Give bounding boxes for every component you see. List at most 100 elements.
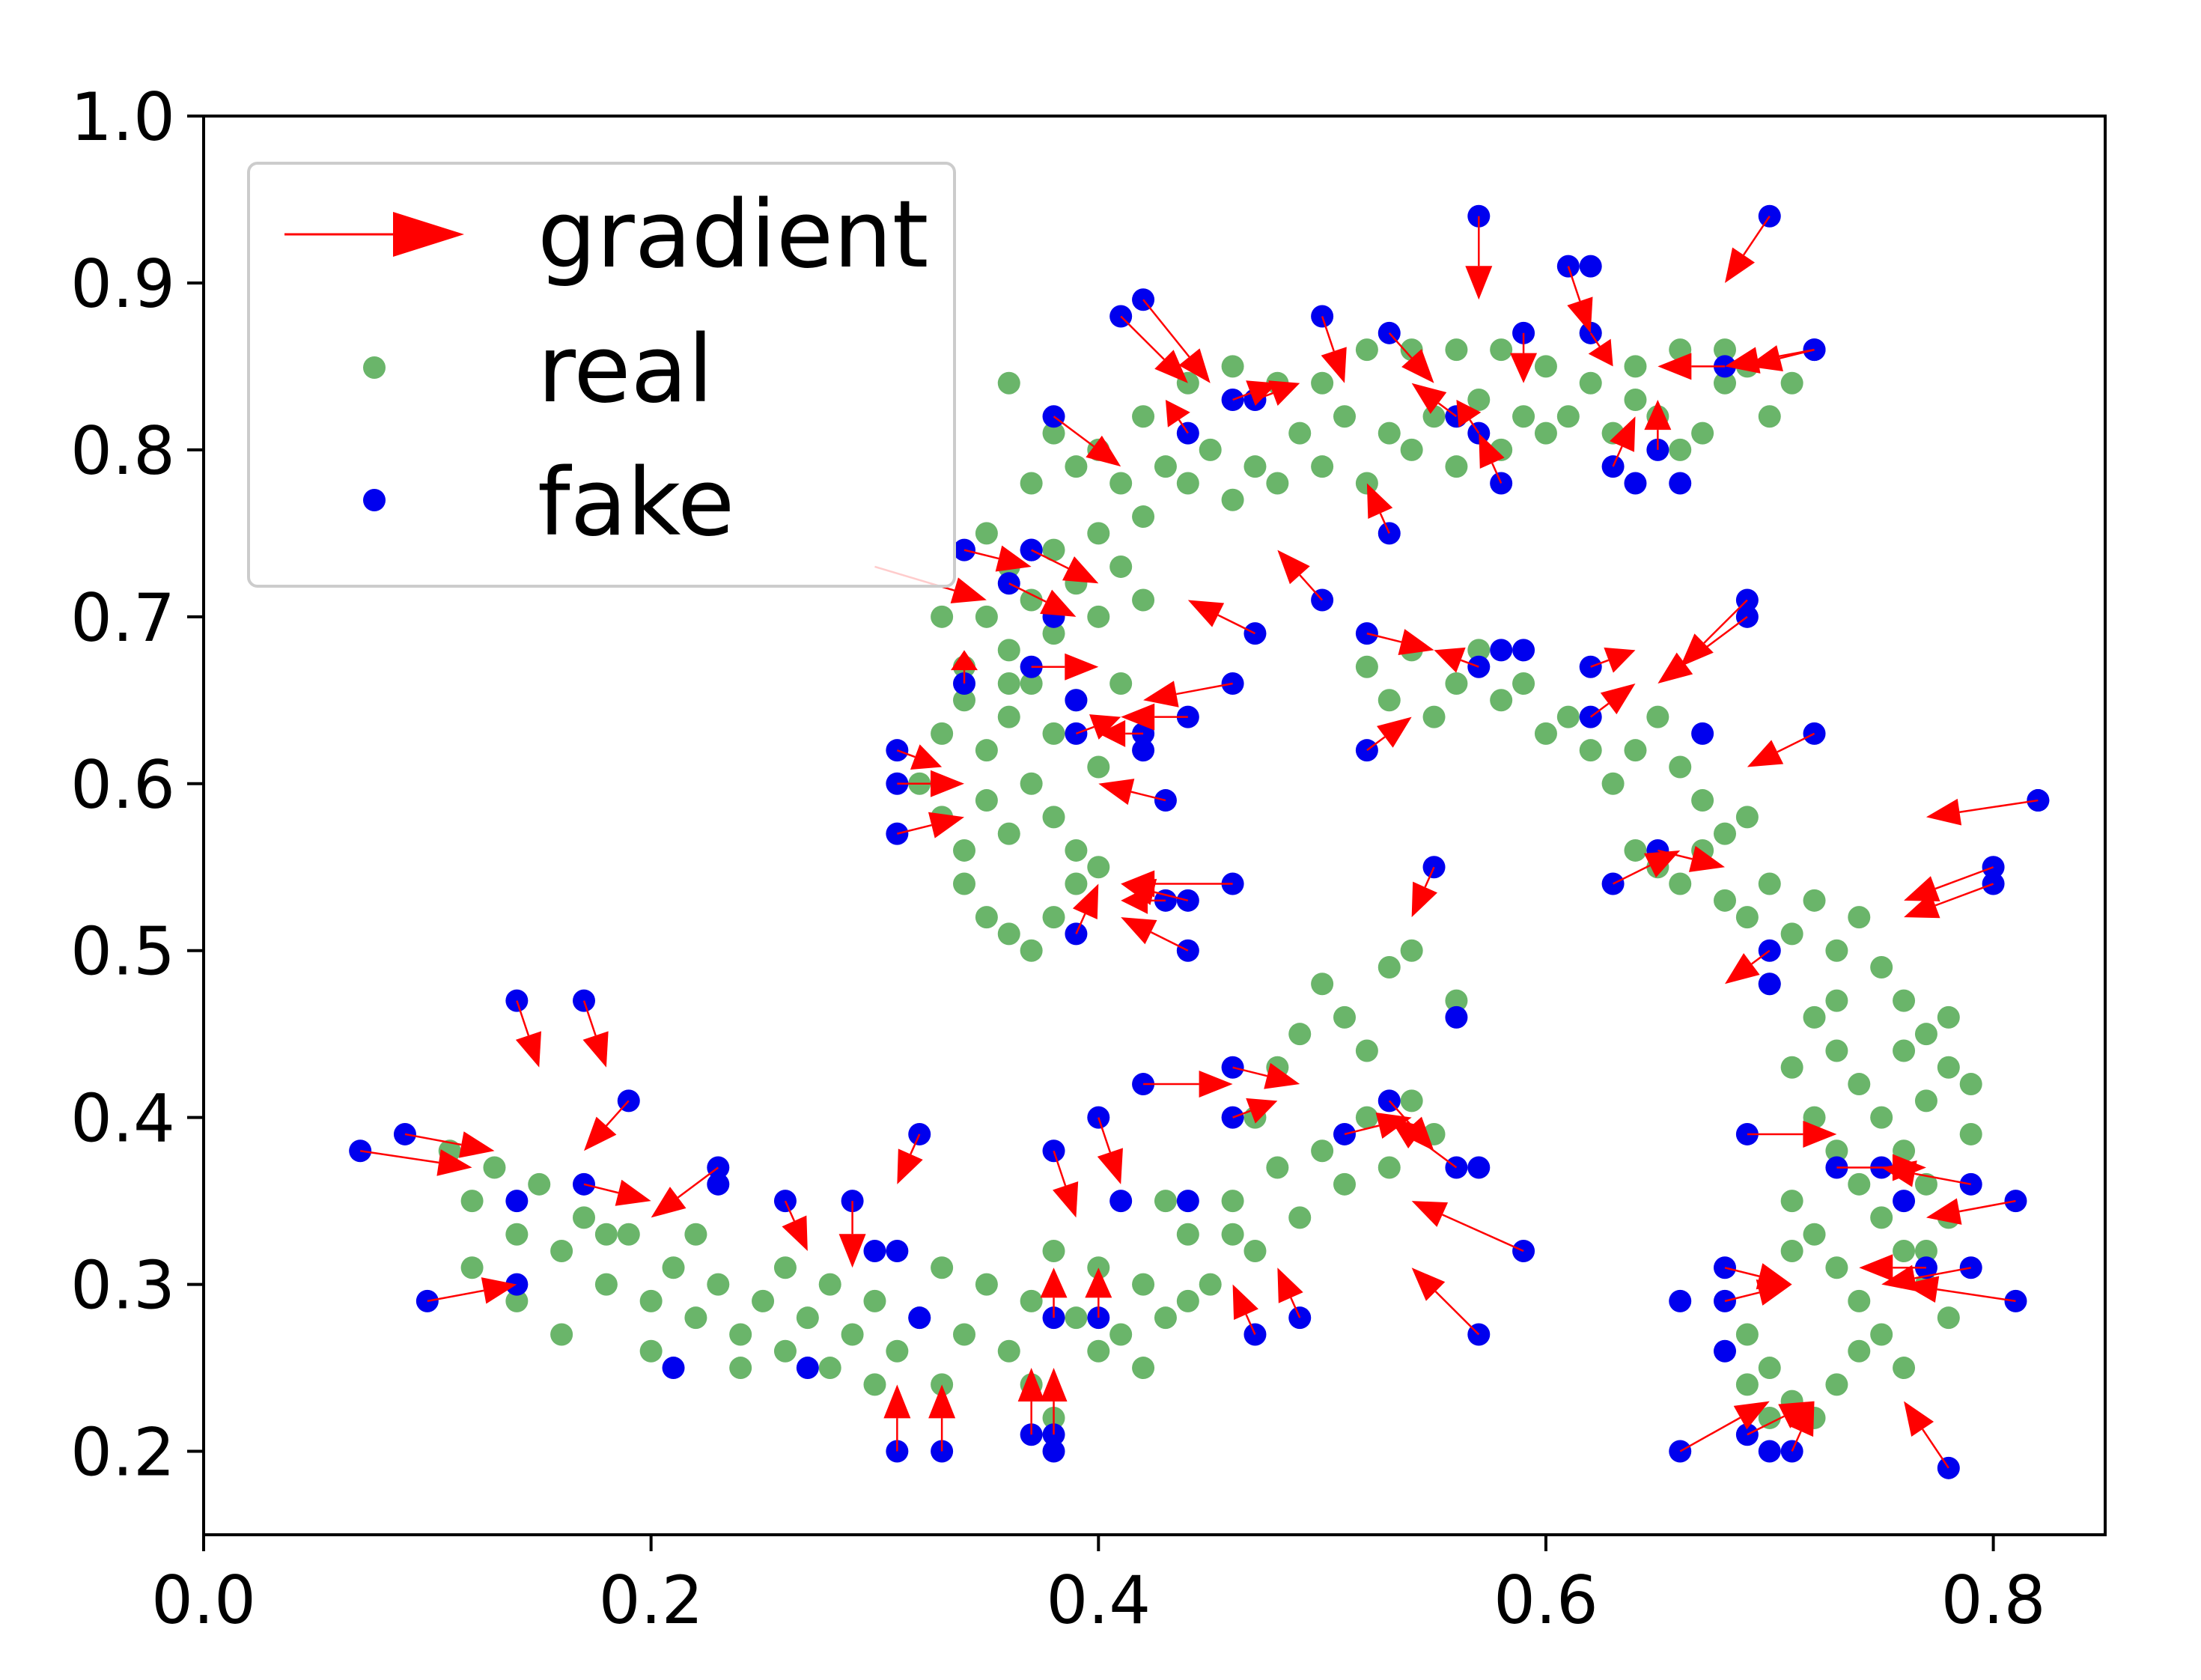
- real-point: [1042, 722, 1065, 745]
- real-point: [1154, 1190, 1177, 1213]
- real-point: [997, 672, 1020, 695]
- fake-point: [1512, 639, 1535, 662]
- gradient-arrow-head: [1366, 483, 1393, 519]
- gradient-arrow-head: [1246, 380, 1278, 406]
- real-point: [1669, 755, 1692, 779]
- gradient-arrow-shaft: [1460, 659, 1479, 668]
- real-point: [1914, 1089, 1937, 1113]
- real-point: [886, 1339, 909, 1363]
- real-point: [1803, 1005, 1826, 1029]
- gradient-arrow-shaft: [1959, 799, 2039, 813]
- gradient-arrow: [1588, 332, 1613, 367]
- gradient-arrow: [1232, 1062, 1300, 1089]
- real-point: [1221, 488, 1244, 511]
- gradient-arrow-head: [1040, 589, 1077, 617]
- gradient-arrow-shaft: [1176, 682, 1233, 696]
- gradient-arrow: [1904, 1401, 1949, 1469]
- gradient-arrow: [1926, 1198, 2016, 1225]
- real-point: [684, 1306, 707, 1330]
- real-point: [1624, 739, 1647, 762]
- gradient-arrow-shaft: [1321, 316, 1335, 352]
- gradient-arrow-shaft: [677, 1166, 719, 1199]
- y-tick-label: 0.3: [70, 1247, 175, 1324]
- real-point: [1445, 989, 1468, 1012]
- real-point: [1087, 1339, 1110, 1363]
- real-point: [931, 722, 954, 745]
- gradient-arrow: [1187, 600, 1256, 635]
- fake-point: [707, 1172, 730, 1196]
- gradient-arrow: [1389, 1117, 1458, 1169]
- real-point: [1848, 1339, 1871, 1363]
- gradient-arrow-shaft: [1934, 866, 1994, 890]
- real-point: [1042, 421, 1065, 445]
- x-tick-label: 0.2: [599, 1562, 704, 1639]
- gradient-arrow: [951, 650, 978, 684]
- real-point: [1042, 906, 1065, 929]
- gradient-arrow: [1456, 400, 1482, 434]
- gradient-arrow: [897, 770, 964, 797]
- real-point: [1176, 1289, 1199, 1312]
- gradient-arrow-head: [1904, 1401, 1934, 1437]
- fake-point: [1758, 1440, 1781, 1463]
- real-point: [1311, 371, 1334, 395]
- real-point: [1467, 389, 1491, 411]
- gradient-arrow: [1411, 383, 1458, 418]
- real-point: [1020, 588, 1043, 612]
- real-point: [1870, 1206, 1893, 1229]
- real-point: [1132, 405, 1155, 428]
- real-point: [1400, 939, 1423, 962]
- real-point: [1020, 772, 1043, 795]
- gradient-arrow-shaft: [1590, 659, 1610, 668]
- gradient-arrow: [1344, 1113, 1412, 1139]
- gradient-arrow-shaft: [963, 549, 999, 560]
- real-point: [1825, 1256, 1848, 1279]
- gradient-arrow-head: [1747, 345, 1783, 372]
- gradient-arrow: [897, 812, 964, 839]
- real-point: [841, 1323, 864, 1346]
- real-point: [1556, 405, 1580, 428]
- gradient-arrow-head: [950, 577, 987, 603]
- gradient-arrow-head: [1688, 845, 1725, 872]
- gradient-arrow: [1725, 216, 1771, 283]
- gradient-arrow-shaft: [1232, 1066, 1267, 1077]
- real-point: [1870, 956, 1893, 979]
- gradient-arrow-shaft: [606, 1100, 630, 1127]
- legend-label-fake: fake: [538, 449, 734, 557]
- gradient-arrow-head: [1411, 383, 1447, 414]
- real-point: [1669, 438, 1692, 461]
- real-point: [1065, 872, 1088, 895]
- gradient-arrow-head: [481, 1277, 517, 1304]
- real-point: [1288, 421, 1312, 445]
- real-point: [1355, 338, 1378, 362]
- real-point: [796, 1306, 819, 1330]
- real-point: [1893, 1240, 1916, 1262]
- real-point: [1377, 421, 1401, 445]
- real-point: [1109, 672, 1133, 695]
- gradient-arrow: [1613, 850, 1681, 885]
- real-point: [684, 1223, 707, 1246]
- gradient-arrow-head: [436, 1149, 472, 1176]
- gradient-arrow: [1143, 1071, 1233, 1098]
- legend-label-gradient: gradient: [538, 181, 928, 289]
- gradient-arrow-head: [1277, 1267, 1303, 1303]
- gradient-arrow-head: [1062, 556, 1099, 584]
- real-point: [594, 1273, 618, 1296]
- real-point: [1937, 1306, 1960, 1330]
- gradient-arrow-head: [1725, 247, 1756, 283]
- gradient-arrow-shaft: [1379, 513, 1390, 534]
- gradient-arrow-shaft: [1344, 1124, 1380, 1136]
- real-point: [460, 1256, 484, 1279]
- real-point: [1534, 722, 1557, 745]
- gradient-arrow: [359, 1149, 472, 1176]
- real-point: [1065, 839, 1088, 862]
- real-point: [1400, 1089, 1423, 1113]
- gradient-arrow: [1366, 716, 1412, 752]
- gradient-arrow: [1232, 1284, 1258, 1335]
- real-point: [818, 1357, 841, 1380]
- gradient-arrow: [1321, 316, 1347, 383]
- real-point: [1870, 1106, 1893, 1129]
- gradient-arrow: [1277, 1267, 1303, 1318]
- gradient-arrow-shaft: [1366, 632, 1402, 643]
- real-point: [1422, 405, 1446, 428]
- real-point: [1735, 806, 1759, 829]
